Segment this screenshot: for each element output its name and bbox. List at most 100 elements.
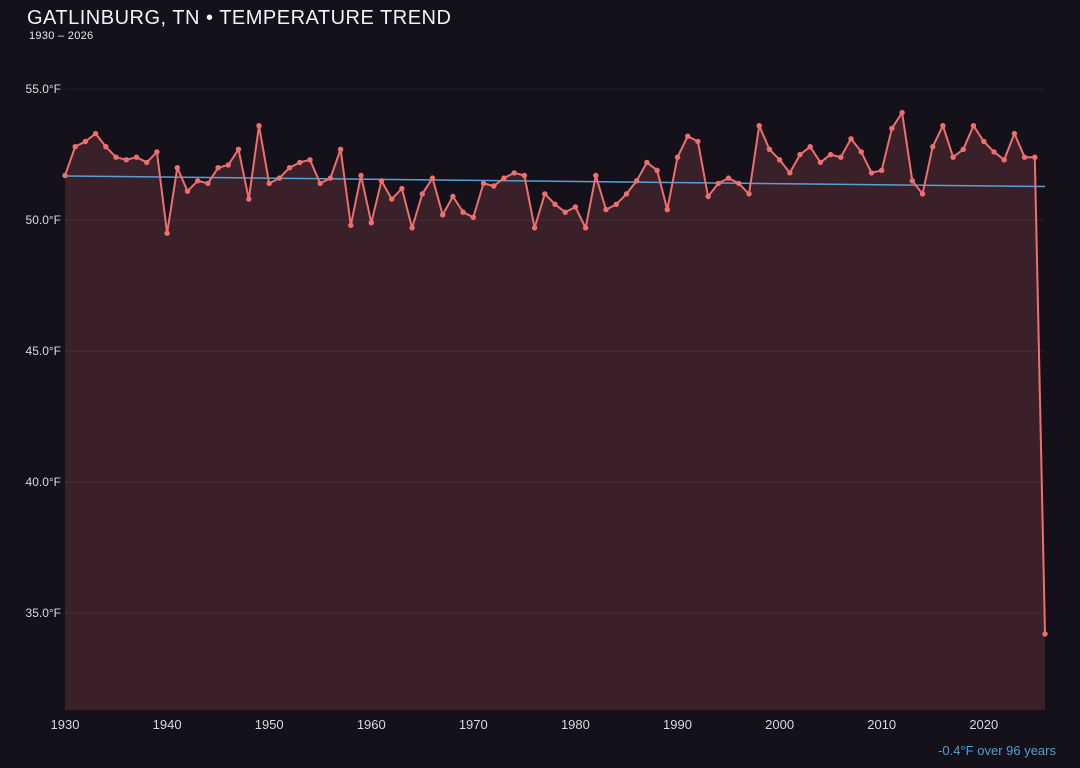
data-point-dot (450, 193, 456, 200)
data-point-dot (470, 214, 476, 221)
data-point-dot (736, 180, 742, 187)
data-point-dot (531, 225, 538, 231)
data-point-dot (62, 172, 68, 179)
data-point-dot (144, 159, 150, 166)
trend-line (64, 175, 1046, 188)
data-point-dot (725, 175, 732, 181)
data-point-dot (644, 159, 650, 166)
data-point-dot (817, 159, 824, 166)
data-point-dot (307, 157, 313, 163)
y-tick-label: 45.0°F (26, 344, 61, 358)
data-point-dot (358, 172, 364, 179)
data-point-dot (634, 178, 640, 184)
data-point-dot (858, 149, 864, 155)
data-point-dot (378, 178, 385, 184)
data-point-dot (685, 133, 691, 139)
y-tick-label: 50.0°F (26, 213, 61, 227)
data-point-dot (164, 230, 170, 236)
data-point-dot (756, 123, 762, 129)
data-point-dot (960, 146, 966, 152)
data-point-dot (317, 180, 323, 187)
data-point-dot (827, 151, 834, 158)
data-point-dot (389, 196, 395, 202)
data-point-dot (562, 209, 568, 215)
area-fill (65, 112, 1045, 711)
x-tick-label: 2020 (969, 717, 998, 732)
x-tick-label: 1960 (357, 717, 386, 732)
data-point-dot (705, 193, 711, 200)
data-point-dot (215, 165, 221, 171)
data-point-dot (337, 146, 344, 152)
x-tick-label: 1940 (153, 717, 182, 732)
data-point-dot (133, 154, 140, 160)
data-point-dot (174, 165, 180, 171)
data-point-dot (1021, 154, 1028, 160)
data-point-dot (930, 144, 936, 150)
data-point-dot (1032, 154, 1038, 160)
data-point-dot (276, 175, 283, 181)
data-point-dot (879, 167, 885, 173)
data-point-dot (919, 191, 926, 197)
x-tick-label: 1980 (561, 717, 590, 732)
chart-title: GATLINBURG, TN • TEMPERATURE TREND (27, 7, 452, 29)
x-tick-label: 2000 (765, 717, 794, 732)
data-point-dot (807, 144, 813, 150)
data-point-dot (409, 225, 415, 231)
data-point-dot (419, 191, 425, 197)
data-point-dot (613, 201, 619, 207)
data-point-dot (480, 180, 487, 187)
grid-lines (65, 88, 1045, 614)
data-point-dot (286, 165, 293, 171)
data-point-dot (889, 125, 895, 132)
data-point-dot (950, 154, 956, 160)
data-point-dot (593, 172, 599, 179)
y-axis-labels: 55.0°F 50.0°F 45.0°F 40.0°F 35.0°F (26, 82, 61, 620)
x-tick-label: 1970 (459, 717, 488, 732)
x-tick-label: 1930 (51, 717, 80, 732)
data-point-dot (429, 175, 436, 181)
data-point-dot (266, 180, 272, 187)
data-point-dot (766, 146, 773, 152)
y-tick-label: 55.0°F (26, 82, 61, 96)
data-point-dot (991, 149, 997, 155)
data-point-dot (123, 157, 129, 163)
data-point-dot (92, 130, 99, 137)
data-point-dot (72, 144, 78, 150)
data-point-dot (1042, 631, 1048, 637)
data-point-dot (838, 154, 844, 160)
data-point-dot (868, 170, 875, 176)
data-point-dot (909, 178, 915, 184)
data-point-dot (246, 196, 252, 202)
data-point-dot (746, 191, 752, 197)
data-point-dot (103, 144, 109, 150)
data-point-dot (674, 154, 681, 160)
data-point-dot (582, 225, 589, 231)
x-tick-label: 1990 (663, 717, 692, 732)
data-point-dot (603, 206, 609, 213)
data-point-dot (297, 159, 303, 166)
y-tick-label: 35.0°F (26, 606, 61, 620)
data-point-dot (327, 175, 334, 181)
data-point-dot (154, 149, 160, 155)
data-point-dot (521, 172, 528, 179)
x-tick-label: 1950 (255, 717, 284, 732)
data-point-dot (82, 138, 89, 145)
data-point-dot (511, 170, 517, 176)
data-points (62, 109, 1048, 637)
trend-summary-label: -0.4°F over 96 years (938, 743, 1056, 758)
data-point-dot (940, 123, 946, 129)
data-point-dot (113, 154, 119, 160)
data-point-dot (501, 175, 507, 181)
data-point-dot (623, 191, 630, 197)
data-point-dot (542, 191, 548, 197)
data-point-dot (715, 180, 721, 187)
data-point-dot (695, 138, 701, 145)
data-point-dot (970, 123, 977, 129)
data-point-dot (460, 209, 466, 215)
data-point-dot (368, 220, 374, 226)
data-point-dot (225, 162, 231, 168)
y-tick-label: 40.0°F (26, 475, 61, 489)
data-point-dot (1001, 157, 1007, 163)
chart-subtitle: 1930 – 2026 (29, 30, 94, 42)
